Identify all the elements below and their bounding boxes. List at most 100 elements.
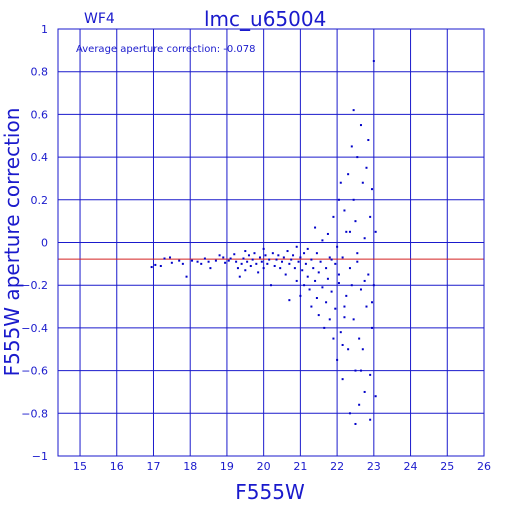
data-point — [303, 252, 306, 255]
data-point — [337, 282, 340, 285]
data-point — [312, 267, 315, 270]
data-point — [236, 267, 239, 270]
data-point — [310, 305, 313, 308]
data-point — [330, 258, 333, 261]
data-point — [315, 252, 318, 255]
data-point — [308, 288, 311, 291]
data-point — [354, 220, 357, 223]
data-point — [264, 254, 267, 257]
data-point — [359, 288, 362, 291]
data-point — [185, 275, 188, 278]
x-axis-label: F555W — [235, 480, 305, 504]
x-tick-label: 21 — [293, 460, 307, 473]
data-point — [268, 258, 271, 261]
data-point — [358, 337, 361, 340]
x-tick-label: 17 — [146, 460, 160, 473]
y-axis-label: F555W aperture correction — [0, 108, 24, 377]
data-point — [372, 284, 375, 287]
data-point — [356, 156, 359, 159]
data-point — [258, 256, 261, 259]
data-point — [332, 337, 335, 340]
data-point — [222, 256, 225, 259]
data-point — [348, 412, 351, 415]
x-tick-label: 18 — [183, 460, 197, 473]
data-point — [348, 230, 351, 233]
y-tick-label: −0.6 — [21, 365, 48, 378]
x-tick-label: 16 — [110, 460, 124, 473]
data-point — [257, 271, 260, 274]
x-tick-label: 25 — [440, 460, 454, 473]
data-point — [271, 252, 274, 255]
data-point — [352, 198, 355, 201]
data-point — [288, 262, 291, 265]
data-point — [374, 230, 377, 233]
data-points — [150, 60, 377, 425]
data-point — [361, 181, 364, 184]
y-tick-label: 0.4 — [31, 151, 49, 164]
data-point — [345, 230, 348, 233]
data-point — [343, 305, 346, 308]
data-point — [214, 259, 217, 262]
x-tick-label: 15 — [73, 460, 87, 473]
data-point — [350, 145, 353, 148]
data-point — [336, 245, 339, 248]
data-point — [249, 264, 252, 267]
data-point — [262, 267, 265, 270]
average-annotation: Average aperture correction: -0.078 — [76, 44, 256, 55]
data-point — [229, 257, 232, 260]
data-point — [279, 267, 282, 270]
data-point — [343, 209, 346, 212]
data-point — [369, 418, 372, 421]
data-point — [341, 256, 344, 259]
data-point — [282, 256, 285, 259]
data-point — [352, 318, 355, 321]
data-point — [354, 422, 357, 425]
data-point — [334, 262, 337, 265]
y-tick-label: 0.6 — [31, 108, 49, 121]
data-point — [246, 260, 249, 263]
data-point — [347, 173, 350, 176]
x-tick-label: 20 — [257, 460, 271, 473]
data-point — [292, 254, 295, 257]
data-point — [260, 260, 263, 263]
data-point — [247, 254, 250, 257]
y-tick-label: −0.4 — [21, 322, 48, 335]
data-point — [240, 262, 243, 265]
data-point — [367, 273, 370, 276]
plot-frame — [57, 28, 485, 457]
data-point — [255, 262, 258, 265]
data-point — [200, 262, 203, 265]
data-point — [339, 181, 342, 184]
data-point — [367, 139, 370, 142]
data-point — [284, 273, 287, 276]
data-point — [326, 277, 329, 280]
data-point — [321, 239, 324, 242]
data-point — [325, 267, 328, 270]
data-point — [369, 215, 372, 218]
data-point — [277, 254, 280, 257]
data-point — [348, 267, 351, 270]
data-point — [323, 326, 326, 329]
data-point — [365, 305, 368, 308]
data-point — [339, 331, 342, 334]
data-point — [288, 299, 291, 302]
data-point — [350, 284, 353, 287]
data-point — [163, 257, 166, 260]
x-tick-label: 24 — [404, 460, 418, 473]
data-point — [306, 247, 309, 250]
data-point — [299, 294, 302, 297]
data-point — [314, 279, 317, 282]
data-point — [209, 267, 212, 270]
data-point — [244, 250, 247, 253]
data-point — [363, 279, 366, 282]
data-point — [170, 261, 173, 264]
data-point — [319, 260, 322, 263]
data-point — [337, 273, 340, 276]
y-tick-labels: −1 −0.8 −0.6 −0.4 −0.2 0 0.2 0.4 0.6 0.8 1 — [21, 23, 48, 463]
data-point — [270, 284, 272, 287]
data-point — [281, 260, 284, 263]
data-point — [207, 260, 210, 263]
data-point — [317, 271, 320, 274]
data-point — [326, 232, 329, 235]
